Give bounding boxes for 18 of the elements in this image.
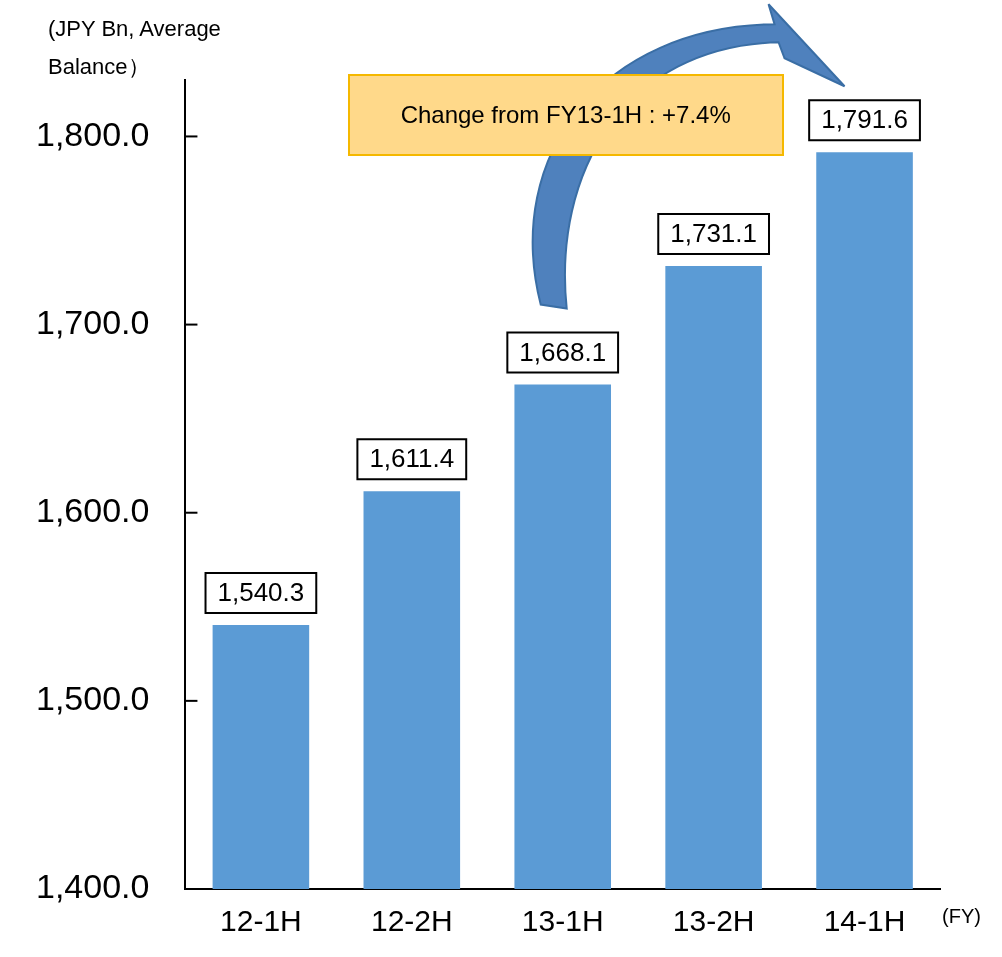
- data-label: 1,791.6: [821, 104, 908, 135]
- y-axis-title: (JPY Bn, Average Balance）: [48, 15, 222, 81]
- data-label: 1,540.3: [217, 577, 305, 608]
- y-tick-label: 1,700.0: [35, 302, 150, 341]
- x-tick-label: 14-1H: [823, 904, 906, 938]
- data-label: 1,611.4: [369, 443, 455, 474]
- x-tick-label: 13-2H: [672, 904, 755, 938]
- x-tick-label: 13-1H: [521, 904, 604, 938]
- x-axis-title: (FY): [942, 904, 981, 927]
- y-tick-label: 1,800.0: [35, 114, 150, 153]
- y-tick-label: 1,600.0: [35, 491, 150, 530]
- data-label: 1,668.1: [519, 336, 607, 367]
- x-tick-label: 12-1H: [220, 904, 302, 938]
- callout-box: Change from FY13-1H : +7.4%: [347, 74, 784, 156]
- y-tick-label: 1,400.0: [35, 867, 150, 906]
- y-tick-label: 1,500.0: [35, 679, 150, 718]
- data-label: 1,731.1: [670, 218, 758, 249]
- x-tick-label: 12-2H: [370, 904, 453, 938]
